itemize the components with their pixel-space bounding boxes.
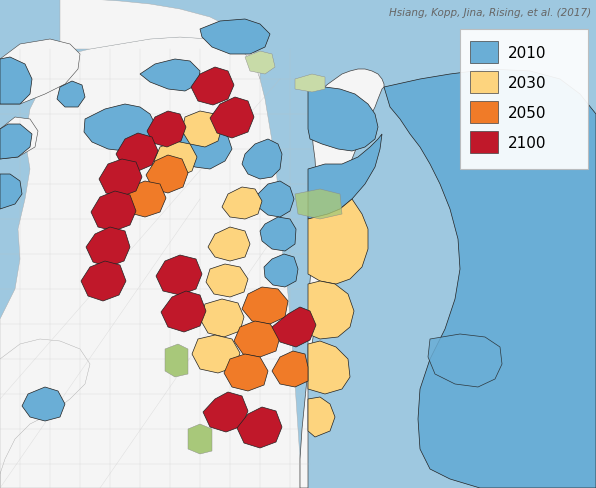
Polygon shape bbox=[172, 125, 232, 170]
Polygon shape bbox=[308, 88, 378, 152]
Text: 2050: 2050 bbox=[508, 105, 547, 120]
Polygon shape bbox=[60, 0, 260, 80]
Polygon shape bbox=[191, 68, 234, 106]
Polygon shape bbox=[86, 227, 130, 267]
Polygon shape bbox=[224, 354, 268, 391]
Polygon shape bbox=[200, 20, 270, 55]
Polygon shape bbox=[147, 112, 186, 148]
Polygon shape bbox=[308, 135, 382, 220]
Polygon shape bbox=[0, 175, 22, 209]
Polygon shape bbox=[300, 70, 384, 488]
Polygon shape bbox=[182, 112, 222, 148]
Polygon shape bbox=[470, 132, 498, 154]
Polygon shape bbox=[272, 351, 308, 387]
Polygon shape bbox=[470, 42, 498, 64]
Polygon shape bbox=[242, 287, 288, 325]
Polygon shape bbox=[206, 264, 248, 297]
Polygon shape bbox=[0, 125, 32, 160]
Polygon shape bbox=[272, 307, 316, 347]
Polygon shape bbox=[208, 227, 250, 262]
Polygon shape bbox=[264, 254, 298, 287]
Polygon shape bbox=[460, 30, 588, 170]
Polygon shape bbox=[384, 70, 596, 488]
Polygon shape bbox=[210, 98, 254, 139]
Text: Hsiang, Kopp, Jina, Rising, et al. (2017): Hsiang, Kopp, Jina, Rising, et al. (2017… bbox=[389, 8, 591, 18]
Polygon shape bbox=[0, 38, 300, 488]
Polygon shape bbox=[22, 387, 65, 421]
Polygon shape bbox=[91, 192, 136, 231]
Polygon shape bbox=[200, 299, 244, 337]
Polygon shape bbox=[203, 392, 248, 432]
Polygon shape bbox=[140, 60, 200, 92]
Polygon shape bbox=[122, 182, 166, 218]
Text: 2100: 2100 bbox=[508, 135, 547, 150]
Polygon shape bbox=[0, 58, 32, 105]
Polygon shape bbox=[308, 397, 335, 437]
Polygon shape bbox=[192, 335, 240, 373]
Polygon shape bbox=[428, 334, 502, 387]
Polygon shape bbox=[254, 182, 294, 218]
Polygon shape bbox=[470, 102, 498, 124]
Polygon shape bbox=[242, 140, 282, 180]
Polygon shape bbox=[308, 200, 368, 285]
Polygon shape bbox=[245, 52, 275, 75]
Polygon shape bbox=[470, 72, 498, 94]
Polygon shape bbox=[116, 134, 158, 172]
Polygon shape bbox=[154, 142, 197, 178]
Polygon shape bbox=[156, 256, 202, 295]
Polygon shape bbox=[146, 156, 188, 194]
Polygon shape bbox=[295, 75, 325, 93]
Polygon shape bbox=[260, 218, 296, 251]
Polygon shape bbox=[0, 40, 80, 105]
Polygon shape bbox=[188, 424, 212, 454]
Polygon shape bbox=[0, 339, 90, 488]
Text: 2030: 2030 bbox=[508, 75, 547, 90]
Polygon shape bbox=[99, 160, 142, 198]
Polygon shape bbox=[234, 321, 280, 357]
Polygon shape bbox=[165, 345, 188, 377]
Polygon shape bbox=[222, 187, 262, 220]
Polygon shape bbox=[0, 118, 38, 160]
Polygon shape bbox=[57, 82, 85, 108]
Polygon shape bbox=[237, 407, 282, 448]
Polygon shape bbox=[81, 262, 126, 302]
Polygon shape bbox=[295, 190, 342, 220]
Text: 2010: 2010 bbox=[508, 45, 547, 61]
Polygon shape bbox=[161, 291, 206, 332]
Polygon shape bbox=[308, 341, 350, 394]
Polygon shape bbox=[84, 105, 155, 152]
Polygon shape bbox=[308, 282, 354, 339]
